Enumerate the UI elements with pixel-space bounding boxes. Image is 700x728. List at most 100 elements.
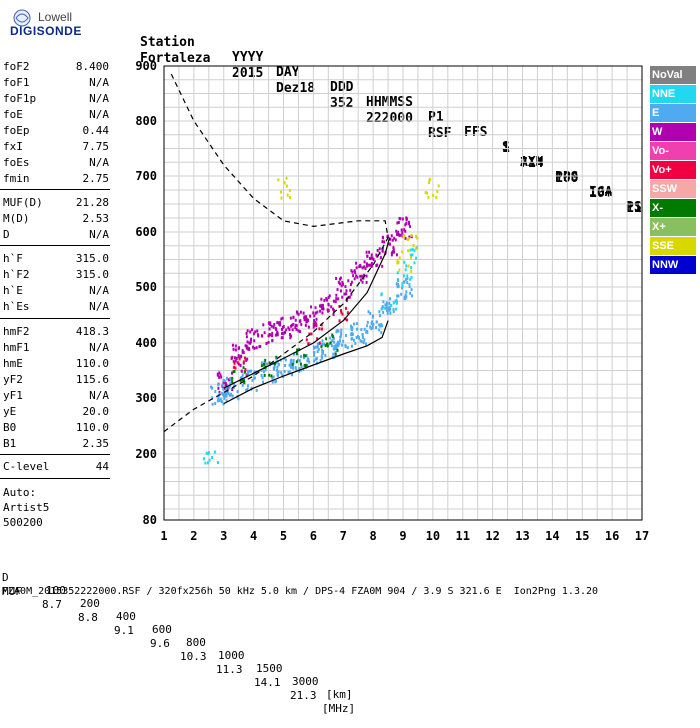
scatter-point — [237, 346, 240, 350]
scatter-point — [339, 339, 342, 343]
scatter-point — [257, 334, 260, 338]
scatter-point — [392, 308, 395, 312]
scatter-point — [338, 304, 341, 308]
scatter-point — [229, 378, 232, 382]
hdr-ddd: DDD — [330, 80, 354, 95]
param-value: 115.6 — [75, 373, 109, 386]
scatter-point — [345, 306, 348, 310]
scatter-point — [243, 381, 246, 385]
scatter-point — [232, 347, 235, 351]
param-row: yF1 N/A — [3, 388, 109, 403]
footer-muf-value: [MHz] — [322, 702, 356, 715]
y-tick-label: 900 — [135, 59, 157, 73]
scatter-point — [267, 340, 270, 344]
scatter-point — [255, 388, 258, 392]
scatter-point — [411, 294, 414, 298]
scatter-point — [218, 371, 221, 375]
y-tick-label: 80 — [143, 513, 157, 527]
scatter-point — [294, 366, 297, 370]
scatter-point — [226, 386, 229, 390]
scatter-point — [292, 322, 295, 326]
scatter-point — [271, 380, 274, 384]
scatter-point — [298, 320, 301, 324]
param-name: B0 — [3, 421, 17, 434]
scatter-point — [260, 361, 263, 365]
param-row: foF1 N/A — [3, 75, 109, 90]
val-ps: 11 — [626, 201, 642, 216]
scatter-point — [325, 337, 328, 341]
scatter-point — [308, 360, 311, 364]
scatter-point — [295, 324, 298, 328]
scatter-point — [371, 315, 374, 319]
scatter-point — [401, 217, 404, 221]
scatter-point — [333, 344, 336, 348]
scatter-point — [375, 253, 378, 257]
scatter-point — [268, 332, 271, 336]
scatter-point — [321, 304, 324, 308]
footer-muf-value: 8.8 — [78, 611, 98, 624]
param-value: N/A — [89, 341, 109, 354]
scatter-point — [281, 373, 284, 377]
scatter-point — [340, 331, 343, 335]
scatter-point — [356, 327, 359, 331]
scatter-point — [287, 370, 290, 374]
param-value: N/A — [89, 300, 109, 313]
scatter-point — [248, 347, 251, 351]
scatter-point — [263, 373, 266, 377]
scatter-point — [220, 400, 223, 404]
scatter-point — [368, 250, 371, 254]
scatter-point — [314, 345, 317, 349]
scatter-point — [326, 342, 329, 346]
scatter-point — [318, 341, 321, 345]
hdr-hhmmss: HHMMSS — [366, 95, 413, 110]
scatter-point — [305, 363, 308, 367]
legend-item: NNW — [650, 256, 696, 274]
footer-d-label: D — [2, 571, 9, 584]
scatter-point — [332, 313, 335, 317]
hdr-pps: PPS — [555, 170, 579, 185]
y-tick-label: 700 — [135, 169, 157, 183]
scatter-point — [399, 233, 402, 237]
scatter-point — [327, 302, 330, 306]
scatter-point — [316, 310, 319, 314]
scatter-point — [221, 383, 224, 387]
scatter-point — [230, 393, 233, 397]
scatter-point — [246, 387, 249, 391]
scatter-point — [313, 359, 316, 363]
hdr-iga: IGA — [589, 185, 613, 200]
scatter-point — [241, 350, 244, 354]
scatter-point — [428, 178, 431, 182]
scatter-point — [303, 315, 306, 319]
scatter-point — [255, 346, 258, 350]
scatter-point — [283, 369, 286, 373]
scatter-point — [371, 324, 374, 328]
scatter-point — [366, 264, 369, 268]
scatter-point — [272, 325, 275, 329]
scatter-point — [252, 332, 255, 336]
scatter-point — [296, 348, 299, 352]
scatter-point — [414, 247, 417, 251]
scatter-point — [288, 189, 291, 193]
scatter-point — [370, 321, 373, 325]
scatter-point — [247, 372, 250, 376]
scatter-point — [277, 178, 280, 182]
scatter-point — [410, 288, 413, 292]
param-row: h`F2 315.0 — [3, 267, 109, 282]
scatter-point — [351, 328, 354, 332]
legend-item: SSE — [650, 237, 696, 255]
param-name: MUF(D) — [3, 196, 43, 209]
scatter-point — [355, 274, 358, 278]
scatter-point — [370, 327, 373, 331]
param-name: B1 — [3, 437, 17, 450]
param-value: N/A — [89, 108, 109, 121]
scatter-point — [404, 296, 407, 300]
scatter-point — [264, 361, 267, 365]
param-value: 315.0 — [75, 252, 109, 265]
footer-muf-value: 10.3 — [180, 650, 207, 663]
scatter-point — [370, 261, 373, 265]
scatter-point — [326, 344, 329, 348]
scatter-point — [249, 340, 252, 344]
scatter-point — [407, 264, 410, 268]
scatter-point — [253, 370, 256, 374]
scatter-point — [273, 365, 276, 369]
